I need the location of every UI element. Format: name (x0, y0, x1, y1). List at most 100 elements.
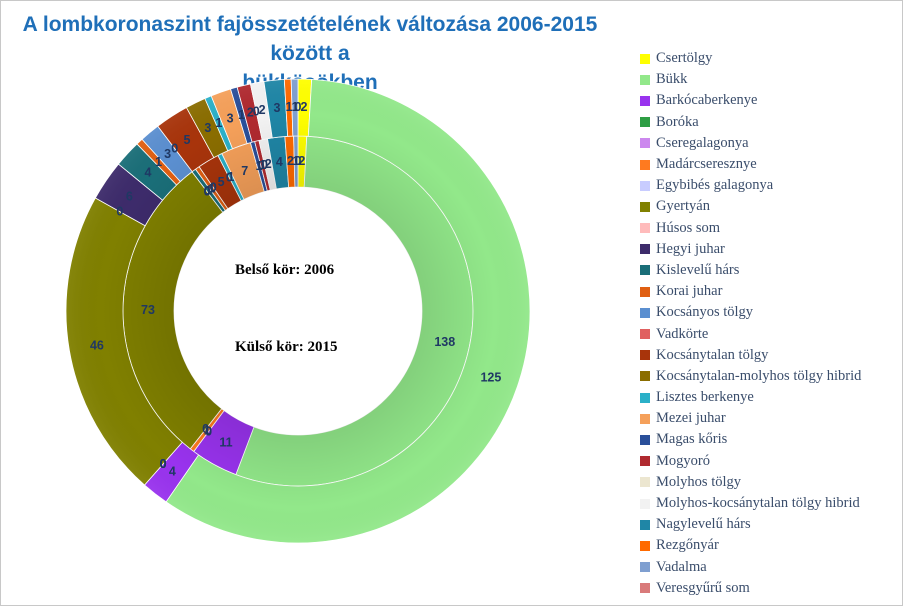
legend-item-cseregalagonya: Cseregalagonya (640, 133, 861, 154)
data-label-inner-barkocaberkenye: 11 (219, 436, 232, 450)
legend-label: Rezgőnyár (656, 537, 719, 554)
data-label-inner-kislevelu-hars: 1 (205, 184, 212, 198)
legend-item-hegyi-juhar: Hegyi juhar (640, 239, 861, 260)
data-label-outer-nagylevelu-hars: 3 (274, 101, 281, 115)
legend-label: Bükk (656, 71, 688, 88)
data-label-outer-lisztes-berkenye: 1 (215, 116, 222, 130)
data-label-inner-kocsanytalan-molyhos-tolgy-hibrid: 0 (226, 171, 233, 185)
legend-label: Veresgyűrű som (656, 579, 750, 596)
data-label-outer-husos-som: 0 (116, 205, 123, 219)
data-label-outer-vadalma: 1 (292, 100, 299, 114)
chart-legend: Csertölgy Bükk Barkócaberkenye Boróka Csereg… (640, 48, 861, 599)
data-label-outer-barkocaberkenye: 4 (169, 465, 176, 479)
data-label-outer-mezei-juhar: 3 (227, 112, 234, 126)
legend-item-egybibes-galagonya: Egybibés galagonya (640, 175, 861, 196)
data-label-outer-molyhos-tolgy: 0 (253, 104, 260, 118)
data-label-inner-korai-juhar: 1 (208, 181, 215, 195)
data-label-inner-bukk: 138 (434, 335, 455, 349)
legend-swatch (640, 95, 650, 106)
legend-swatch (640, 117, 650, 128)
legend-label: Kocsányos tölgy (656, 304, 754, 321)
data-label-outer-molyhos-kocsanytalan-tolgy-hibrid: 2 (259, 103, 266, 117)
data-label-outer-kislevelu-hars: 4 (145, 166, 152, 180)
legend-item-magas-koris: Magas kőris (640, 429, 861, 450)
legend-swatch (640, 244, 650, 255)
data-label-inner-mogyoro: 1 (259, 158, 266, 172)
legend-swatch (640, 159, 650, 170)
legend-label: Molyhos-kocsánytalan tölgy hibrid (656, 495, 860, 512)
legend-swatch (640, 583, 650, 594)
data-label-inner-husos-som: 0 (204, 185, 211, 199)
data-label-outer-magas-koris: 1 (238, 108, 245, 122)
legend-item-kocsanyos-tolgy: Kocsányos tölgy (640, 302, 861, 323)
legend-label: Vadkörte (656, 325, 709, 342)
data-label-inner-molyhos-tolgy: 0 (261, 158, 268, 172)
data-label-outer-egybibes-galagonya: 0 (160, 457, 167, 471)
legend-label: Egybibés galagonya (656, 177, 774, 194)
legend-label: Vadalma (656, 558, 707, 575)
legend-item-vadkorte: Vadkörte (640, 323, 861, 344)
legend-label: Kocsánytalan tölgy (656, 346, 769, 363)
data-label-outer-vadkorte: 0 (171, 142, 178, 156)
legend-swatch (640, 519, 650, 530)
legend-item-madarcseresznye: Madárcseresznye (640, 154, 861, 175)
legend-item-gyertyan: Gyertyán (640, 196, 861, 217)
legend-label: Boróka (656, 113, 699, 130)
legend-item-molyhos-tolgy: Molyhos tölgy (640, 472, 861, 493)
legend-swatch (640, 434, 650, 445)
legend-item-korai-juhar: Korai juhar (640, 281, 861, 302)
legend-item-molyhos-kocsanytalan-tolgy-hibrid: Molyhos-kocsánytalan tölgy hibrid (640, 493, 861, 514)
legend-item-barkocaberkenye: Barkócaberkenye (640, 90, 861, 111)
data-label-inner-cseregalagonya: 0 (205, 425, 212, 439)
legend-item-csertolgy: Csertölgy (640, 48, 861, 69)
data-label-outer-bukk: 125 (480, 371, 501, 385)
legend-label: Madárcseresznye (656, 156, 757, 173)
legend-item-rezgonyar: Rezgőnyár (640, 535, 861, 556)
legend-item-nagylevelu-hars: Nagylevelű hárs (640, 514, 861, 535)
legend-label: Magas kőris (656, 431, 728, 448)
legend-label: Kocsánytalan-molyhos tölgy hibrid (656, 367, 862, 384)
legend-swatch (640, 265, 650, 276)
legend-swatch (640, 540, 650, 551)
data-label-inner-veresgyuru-som: 0 (295, 154, 302, 168)
data-label-inner-vadkorte: 0 (210, 180, 217, 194)
legend-label: Hegyi juhar (656, 240, 725, 257)
data-label-inner-hegyi-juhar: 0 (204, 185, 211, 199)
doughnut-hole (174, 187, 422, 435)
legend-item-veresgyuru-som: Veresgyűrű som (640, 578, 861, 599)
legend-label: Nagylevelű hárs (656, 516, 751, 533)
legend-swatch (640, 392, 650, 403)
legend-item-bukk: Bükk (640, 69, 861, 90)
legend-label: Húsos som (656, 219, 721, 236)
legend-swatch (640, 138, 650, 149)
legend-label: Molyhos tölgy (656, 473, 741, 490)
legend-label: Lisztes berkenye (656, 389, 754, 406)
data-label-inner-boroka: 0 (205, 425, 212, 439)
data-label-inner-magas-koris: 1 (256, 159, 263, 173)
legend-swatch (640, 329, 650, 340)
legend-item-kocsanytalan-molyhos-tolgy-hibrid: Kocsánytalan-molyhos tölgy hibrid (640, 366, 861, 387)
data-label-outer-kocsanytalan-tolgy: 5 (184, 133, 191, 147)
data-label-inner-mezei-juhar: 7 (241, 164, 248, 178)
legend-swatch (640, 201, 650, 212)
legend-swatch (640, 350, 650, 361)
legend-label: Barkócaberkenye (656, 92, 758, 109)
data-label-inner-egybibes-galagonya: 0 (202, 422, 209, 436)
legend-swatch (640, 180, 650, 191)
legend-swatch (640, 371, 650, 382)
legend-label: Mezei juhar (656, 410, 726, 427)
legend-item-boroka: Boróka (640, 112, 861, 133)
legend-label: Gyertyán (656, 198, 710, 215)
data-label-outer-kocsanytalan-molyhos-tolgy-hibrid: 3 (204, 121, 211, 135)
legend-item-lisztes-berkenye: Lisztes berkenye (640, 387, 861, 408)
data-label-outer-gyertyan: 46 (90, 338, 104, 352)
legend-item-kocsanytalan-tolgy: Kocsánytalan tölgy (640, 345, 861, 366)
legend-swatch (640, 223, 650, 234)
legend-swatch (640, 562, 650, 573)
annotation-inner-ring: Belső kör: 2006 (235, 262, 335, 278)
data-label-inner-vadalma: 1 (293, 154, 300, 168)
legend-swatch (640, 286, 650, 297)
legend-label: Csertölgy (656, 50, 713, 67)
data-label-inner-kocsanyos-tolgy: 0 (210, 180, 217, 194)
data-label-outer-veresgyuru-som: 0 (295, 100, 302, 114)
